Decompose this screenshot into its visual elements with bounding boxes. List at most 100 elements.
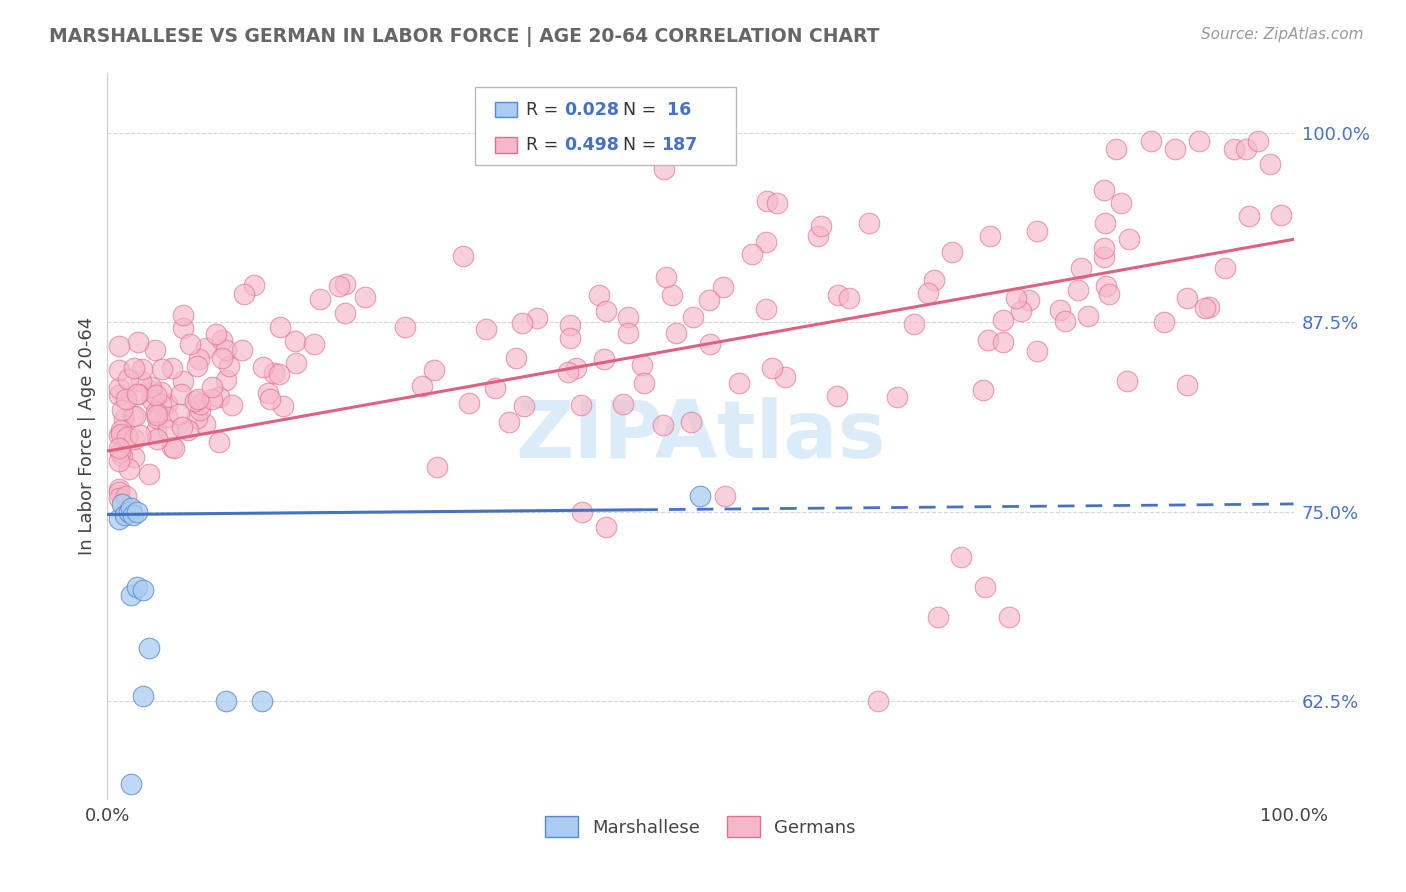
Point [263,366,285,380]
Point [505,351,527,365]
Point [187,392,209,406]
Point [868,693,890,707]
Point [681,415,703,429]
Point [1223,142,1246,156]
Point [129,428,152,442]
Point [172,420,194,434]
Point [560,330,582,344]
Point [569,398,592,412]
Point [163,441,186,455]
Point [221,398,243,412]
Point [108,485,131,500]
Point [1026,343,1049,358]
Point [117,430,139,444]
Point [187,352,209,367]
Point [218,359,240,373]
Point [714,489,737,503]
Point [120,777,142,791]
Point [169,387,191,401]
Point [711,279,734,293]
FancyBboxPatch shape [495,102,516,118]
Point [118,462,141,476]
Point [1111,196,1133,211]
Point [108,482,131,496]
Point [617,310,640,325]
Point [124,409,146,423]
Point [972,383,994,397]
Point [269,320,291,334]
Point [1194,301,1216,315]
Point [858,216,880,230]
Point [1188,134,1211,148]
Point [950,549,973,564]
Text: 187: 187 [661,136,697,154]
Point [1070,260,1092,275]
Point [1177,378,1199,392]
Point [160,360,183,375]
Point [565,361,588,376]
Point [150,397,173,411]
Point [755,235,778,250]
Point [354,290,377,304]
Point [1164,142,1187,156]
Point [425,460,447,475]
Point [1104,142,1126,156]
Point [827,288,849,302]
Point [689,489,711,503]
Text: N =: N = [623,101,662,119]
Point [110,427,132,442]
Point [998,610,1021,624]
Point [110,445,132,459]
Point [474,322,496,336]
Point [633,376,655,390]
Point [177,423,200,437]
Point [1092,242,1115,256]
Point [114,508,136,522]
Point [122,360,145,375]
Point [526,311,548,326]
Point [146,432,169,446]
Text: R =: R = [526,101,564,119]
Point [917,286,939,301]
Point [498,415,520,429]
Point [285,356,308,370]
Point [124,432,146,446]
Point [1067,283,1090,297]
Point [208,390,231,404]
Point [259,392,281,406]
Point [120,501,142,516]
Point [1092,251,1115,265]
Point [138,467,160,481]
Point [974,580,997,594]
Point [111,402,134,417]
Point [156,409,179,424]
Point [886,390,908,404]
Point [1095,279,1118,293]
Point [588,288,610,302]
Point [394,319,416,334]
Point [211,334,233,348]
Point [941,245,963,260]
Point [756,194,779,209]
Point [1118,232,1140,246]
Point [1270,208,1292,222]
Point [979,228,1001,243]
Point [186,359,208,374]
Point [458,396,481,410]
Point [1005,291,1028,305]
Point [755,302,778,317]
Point [108,381,131,395]
Point [991,334,1014,349]
Point [108,512,131,526]
Point [1092,183,1115,197]
Point [114,489,136,503]
Point [977,333,1000,347]
Point [271,399,294,413]
Point [309,292,332,306]
Point [188,397,211,411]
Point [157,423,180,437]
Point [125,580,148,594]
Point [141,384,163,398]
Point [194,417,217,431]
Text: 16: 16 [661,101,692,119]
